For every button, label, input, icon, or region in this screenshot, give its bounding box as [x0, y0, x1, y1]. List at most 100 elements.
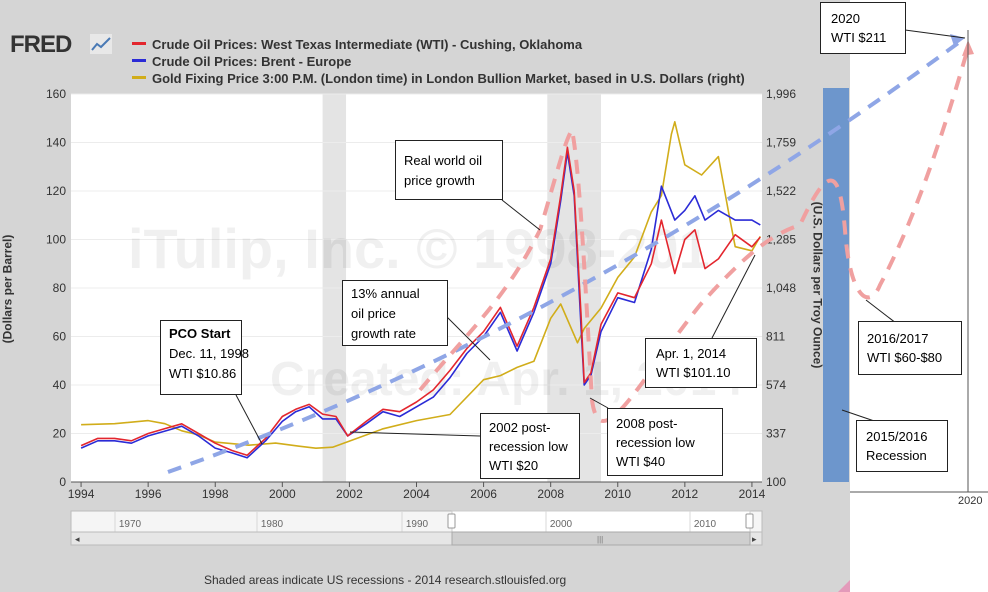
x-tick-label: 2002 [336, 487, 363, 501]
legend-swatch-brent [132, 59, 146, 63]
y-tick-label-right: 1,048 [766, 281, 796, 295]
y-tick-label-right: 337 [766, 427, 786, 441]
annotation-2016-2017: 2016/2017 WTI $60-$80 [858, 321, 962, 375]
navigator-ticks: 1970 1980 1990 2000 2010 [114, 511, 717, 532]
y-tick-label-right: 811 [766, 330, 785, 344]
y-axis-left-title: (Dollars per Barrel) [0, 234, 15, 344]
annotation-2002-line2: recession low [489, 439, 568, 454]
x-tick-label: 2012 [671, 487, 698, 501]
x-tick-label: 2000 [269, 487, 296, 501]
y-tick-label-left: 0 [59, 475, 66, 489]
annotation-2020-line1: 2020 [831, 11, 860, 26]
annotation-2016-line2: WTI $60-$80 [867, 350, 943, 365]
annotation-2016-line1: 2016/2017 [867, 331, 929, 346]
extended-axis-label: 2020 [958, 495, 982, 507]
y-tick-label-left: 80 [53, 281, 67, 295]
axes: 1994 1996 1998 2000 2002 2004 2006 2008 2010 2012… [46, 87, 796, 501]
y-tick-label-right: 1,522 [766, 184, 796, 198]
y-tick-label-right: 1,285 [766, 233, 796, 247]
annotation-realworld-line2: price growth [404, 173, 475, 188]
annotation-2015-line1: 2015/2016 [866, 429, 928, 444]
legend-label-brent: Crude Oil Prices: Brent - Europe [152, 54, 352, 69]
annotation-2008-line2: recession low [616, 435, 695, 450]
scroll-grip-icon: ||| [597, 535, 603, 544]
y-tick-label-right: 1,759 [766, 136, 796, 150]
y-tick-label-left: 100 [46, 233, 66, 247]
annotation-pco-date: Dec. 11, 1998 [169, 346, 249, 361]
annotation-2008-low: 2008 post- recession low WTI $40 [607, 408, 723, 476]
pointer-2014 [711, 254, 756, 339]
resize-corner-icon[interactable] [838, 580, 850, 592]
annotation-realworld-line1: Real world oil [404, 153, 483, 168]
annotation-pco-title: PCO Start [169, 326, 231, 341]
navigator-tick-label: 2010 [694, 519, 717, 530]
series-lines [80, 121, 761, 459]
annotation-2008-line1: 2008 post- [616, 416, 678, 431]
annotation-pco: PCO Start Dec. 11, 1998 WTI $10.86 [160, 320, 249, 395]
pointer-pco [235, 394, 263, 445]
annotation-2014-line2: WTI $101.10 [656, 365, 731, 380]
annotation-2020: 2020 WTI $211 [820, 2, 906, 54]
projection-real-world-line [418, 47, 970, 423]
source-note: Shaded areas indicate US recessions - 20… [204, 573, 567, 587]
pointer-realworld [501, 199, 541, 231]
annotation-growth: 13% annual oil price growth rate [342, 280, 448, 346]
series-gold-line[interactable] [81, 121, 761, 450]
y-tick-label-left: 60 [53, 330, 67, 344]
x-tick-label: 1994 [68, 487, 95, 501]
annotation-pco-value: WTI $10.86 [169, 366, 237, 381]
annotation-2015-line2: Recession [866, 448, 927, 463]
fred-logo: FRED [10, 31, 72, 58]
annotation-2008-line3: WTI $40 [616, 454, 666, 469]
annotation-2002-line3: WTI $20 [489, 458, 539, 473]
annotation-realworld: Real world oil price growth [395, 140, 503, 200]
annotation-2014-line1: Apr. 1, 2014 [656, 346, 727, 361]
legend-swatch-gold [132, 76, 146, 80]
y-tick-label-left: 140 [46, 136, 66, 150]
annotation-growth-line1: 13% annual [351, 286, 420, 301]
pointer-2008 [589, 397, 609, 409]
y-tick-label-left: 40 [53, 378, 67, 392]
x-tick-label: 2010 [604, 487, 631, 501]
scroll-left-arrow-icon[interactable]: ◂ [75, 534, 80, 544]
navigator-tick-label: 1990 [406, 519, 429, 530]
recession-2015-bar [823, 88, 849, 482]
annotation-2002-line1: 2002 post- [489, 420, 551, 435]
pointer-2002 [349, 431, 481, 437]
navigator-tick-label: 1970 [119, 519, 142, 530]
x-tick-label: 2008 [537, 487, 564, 501]
annotation-2020-line2: WTI $211 [831, 30, 887, 45]
legend-item-brent[interactable]: Crude Oil Prices: Brent - Europe [132, 54, 351, 69]
y-tick-label-left: 160 [46, 87, 66, 101]
legend-item-wti[interactable]: Crude Oil Prices: West Texas Intermediat… [132, 37, 582, 52]
fred-chart-icon [90, 34, 112, 54]
legend-label-wti: Crude Oil Prices: West Texas Intermediat… [152, 37, 583, 52]
series-wti-line[interactable] [80, 146, 761, 457]
x-tick-label: 2006 [470, 487, 497, 501]
x-tick-label: 1996 [135, 487, 162, 501]
x-tick-label: 2014 [739, 487, 766, 501]
series-brent-line[interactable] [80, 151, 761, 459]
y-tick-label-left: 120 [46, 184, 66, 198]
pointer-growth [444, 314, 491, 361]
navigator[interactable]: 1970 1980 1990 2000 2010 ◂ ▸ ||| [70, 510, 763, 546]
pointer-2020 [904, 29, 966, 39]
x-tick-label: 1998 [202, 487, 229, 501]
annotation-2015-recession: 2015/2016 Recession [856, 420, 948, 472]
navigator-tick-label: 1980 [261, 519, 284, 530]
navigator-scrollbar-thumb[interactable] [451, 531, 751, 546]
annotation-growth-line3: growth rate [351, 326, 417, 341]
navigator-tick-label: 2000 [550, 519, 573, 530]
annotation-growth-line2: oil price [351, 306, 396, 321]
annotation-2002-low: 2002 post- recession low WTI $20 [480, 413, 580, 479]
y-tick-label-left: 20 [53, 427, 67, 441]
navigator-left-handle[interactable] [447, 513, 456, 529]
annotation-apr-2014: Apr. 1, 2014 WTI $101.10 [645, 338, 757, 388]
navigator-right-handle[interactable] [745, 513, 754, 529]
projection-13pct-line [167, 36, 967, 474]
legend-swatch-wti [132, 42, 146, 46]
legend-item-gold[interactable]: Gold Fixing Price 3:00 P.M. (London time… [132, 71, 745, 86]
x-tick-label: 2004 [403, 487, 430, 501]
scroll-right-arrow-icon[interactable]: ▸ [752, 534, 757, 544]
y-tick-label-right: 1,996 [766, 87, 796, 101]
